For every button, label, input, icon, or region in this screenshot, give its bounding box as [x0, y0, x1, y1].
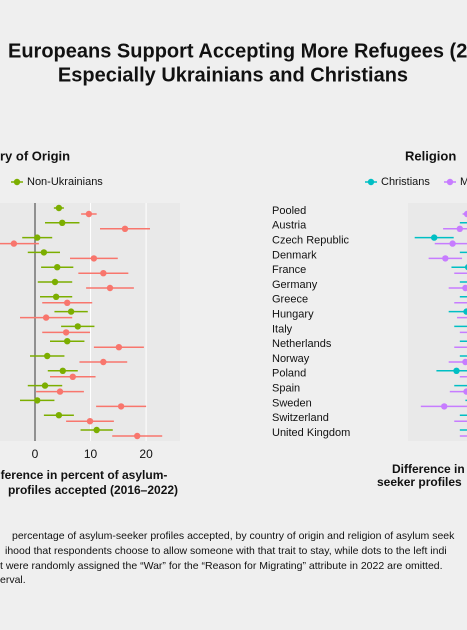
- dot: [44, 352, 51, 360]
- dot: [59, 367, 66, 374]
- dot: [115, 344, 123, 351]
- dot: [41, 382, 49, 389]
- dot: [100, 358, 107, 366]
- footnote: t were randomly assigned the “War” for t…: [0, 560, 443, 572]
- dot: [54, 264, 61, 271]
- x-tick-label: 10: [84, 447, 98, 461]
- dot: [100, 270, 107, 277]
- category-label: Netherlands: [272, 338, 332, 350]
- dot: [56, 388, 64, 395]
- dot: [462, 284, 467, 292]
- panel-title: Religion: [405, 148, 456, 163]
- category-label: Poland: [272, 368, 306, 380]
- dot: [117, 403, 125, 410]
- dot: [463, 308, 467, 315]
- dot: [34, 397, 41, 404]
- category-label: Denmark: [272, 249, 317, 261]
- dot: [64, 299, 71, 306]
- dot: [67, 308, 75, 315]
- legend-label: M: [460, 176, 467, 188]
- category-label: Pooled: [272, 205, 306, 217]
- chart-title: Europeans Support Accepting More Refugee…: [8, 40, 467, 62]
- dot: [85, 210, 93, 218]
- category-label: Switzerland: [272, 412, 329, 424]
- dot: [62, 329, 70, 336]
- category-label: Germany: [272, 279, 318, 291]
- footnote: erval.: [0, 574, 26, 586]
- dot: [106, 284, 114, 292]
- category-label: Czech Republic: [272, 235, 350, 247]
- dot: [462, 358, 467, 366]
- dot: [86, 418, 94, 425]
- dot: [134, 432, 141, 440]
- legend-label: Non-Ukrainians: [27, 176, 103, 188]
- dot: [69, 373, 76, 380]
- legend-dot: [13, 178, 21, 186]
- dot: [64, 338, 71, 345]
- legend-label: Christians: [381, 176, 430, 188]
- dot: [55, 412, 63, 419]
- dot: [449, 240, 456, 247]
- dot: [463, 388, 467, 395]
- legend-dot: [446, 178, 454, 186]
- dot: [442, 255, 449, 262]
- panel-title: ry of Origin: [0, 148, 70, 163]
- footnote: ihood that respondents choose to allow s…: [5, 545, 447, 557]
- dot: [121, 225, 129, 232]
- category-label: Spain: [272, 383, 300, 395]
- category-label: United Kingdom: [272, 427, 350, 439]
- dot: [59, 219, 66, 226]
- footnote: percentage of asylum-seeker profiles acc…: [12, 530, 455, 542]
- dot: [10, 240, 18, 247]
- dot: [40, 249, 48, 256]
- x-axis-label: ference in percent of asylum-: [1, 468, 168, 482]
- category-label: Norway: [272, 353, 310, 365]
- dot: [34, 234, 41, 241]
- category-label: France: [272, 264, 306, 276]
- dot: [464, 264, 467, 271]
- dot: [55, 204, 63, 212]
- category-label: Greece: [272, 294, 308, 306]
- panel-background: [408, 203, 467, 441]
- category-label: Hungary: [272, 309, 314, 321]
- dot: [90, 255, 98, 262]
- dot: [430, 234, 438, 241]
- x-axis-label: profiles accepted (2016–2022): [8, 483, 178, 497]
- dot: [456, 225, 464, 232]
- x-tick-label: 0: [32, 447, 39, 461]
- x-axis-label: Difference in: [392, 462, 465, 476]
- chart-title: Especially Ukrainians and Christians: [58, 64, 408, 86]
- dot: [74, 323, 81, 330]
- dot: [441, 403, 448, 410]
- dot: [93, 426, 100, 434]
- x-axis-label: seeker profiles: [377, 475, 462, 489]
- category-label: Italy: [272, 323, 293, 335]
- dot: [453, 367, 460, 374]
- dot: [42, 314, 50, 321]
- dot: [51, 278, 59, 286]
- legend-dot: [367, 178, 375, 186]
- panel-background: [0, 203, 180, 441]
- x-tick-label: 20: [139, 447, 153, 461]
- category-label: Austria: [272, 220, 307, 232]
- category-label: Sweden: [272, 397, 312, 409]
- dot: [52, 293, 60, 300]
- dot: [463, 210, 467, 218]
